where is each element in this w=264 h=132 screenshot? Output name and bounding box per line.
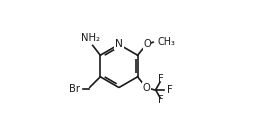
Text: CH₃: CH₃: [157, 37, 175, 47]
Text: N: N: [115, 39, 123, 49]
Text: Br: Br: [69, 84, 80, 94]
Text: F: F: [158, 95, 164, 105]
Text: F: F: [167, 85, 173, 95]
Text: F: F: [158, 74, 164, 84]
Text: O: O: [143, 83, 151, 93]
Text: O: O: [143, 39, 151, 49]
Text: NH₂: NH₂: [81, 33, 100, 43]
